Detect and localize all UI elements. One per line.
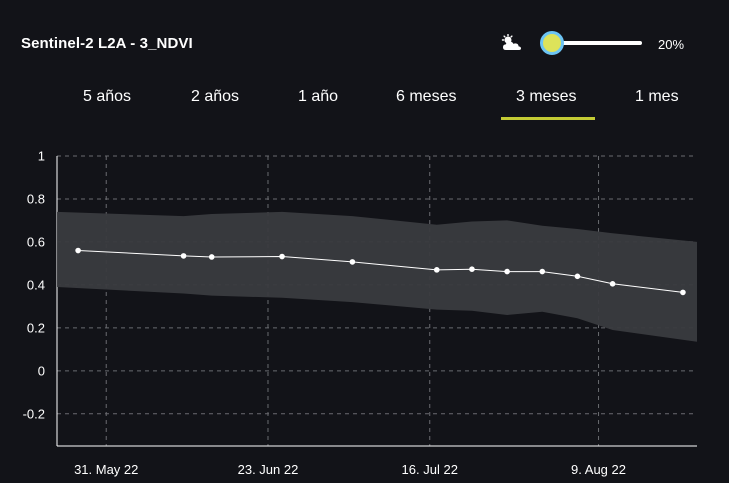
- cloud-coverage-slider[interactable]: [538, 31, 646, 55]
- time-range-tabs: 5 años 2 años 1 año 6 meses 3 meses 1 me…: [0, 88, 729, 128]
- tab-1-month[interactable]: 1 mes: [635, 88, 679, 105]
- data-point: [539, 268, 546, 275]
- active-tab-indicator: [501, 117, 595, 120]
- tab-1-year[interactable]: 1 año: [298, 88, 339, 105]
- tab-2-years[interactable]: 2 años: [191, 88, 240, 105]
- y-tick-label: 0.6: [27, 234, 45, 249]
- x-tick-label: 31. May 22: [74, 462, 138, 477]
- data-point: [75, 247, 81, 254]
- y-tick-label: 0.4: [27, 277, 45, 292]
- tab-6-months[interactable]: 6 meses: [396, 88, 457, 105]
- data-point: [504, 268, 510, 275]
- y-tick-label: 0.2: [27, 320, 45, 335]
- x-tick-label: 9. Aug 22: [571, 462, 626, 477]
- data-point: [680, 289, 686, 296]
- data-point: [609, 281, 616, 287]
- data-point: [469, 266, 475, 273]
- y-tick-label: 0.8: [27, 191, 45, 206]
- cloud-coverage-value: 20%: [658, 37, 685, 52]
- tab-3-months[interactable]: 3 meses: [516, 88, 577, 105]
- y-tick-label: 0: [38, 363, 45, 378]
- y-tick-label: 1: [38, 149, 45, 164]
- slider-thumb[interactable]: [540, 31, 564, 55]
- series-line: [78, 250, 683, 293]
- cloud-sun-icon: [501, 34, 521, 50]
- data-point: [279, 253, 285, 260]
- x-tick-label: 16. Jul 22: [402, 462, 458, 477]
- std-dev-band: [57, 211, 697, 342]
- slider-track[interactable]: [546, 41, 642, 45]
- x-tick-label: 23. Jun 22: [238, 462, 299, 477]
- tab-5-years[interactable]: 5 años: [83, 88, 132, 105]
- data-point: [433, 267, 440, 273]
- data-point: [349, 259, 356, 265]
- chart-title: Sentinel-2 L2A - 3_NDVI: [21, 35, 193, 52]
- data-point: [574, 273, 581, 280]
- y-tick-label: -0.2: [23, 406, 45, 421]
- data-point: [208, 254, 215, 260]
- data-point: [180, 253, 187, 259]
